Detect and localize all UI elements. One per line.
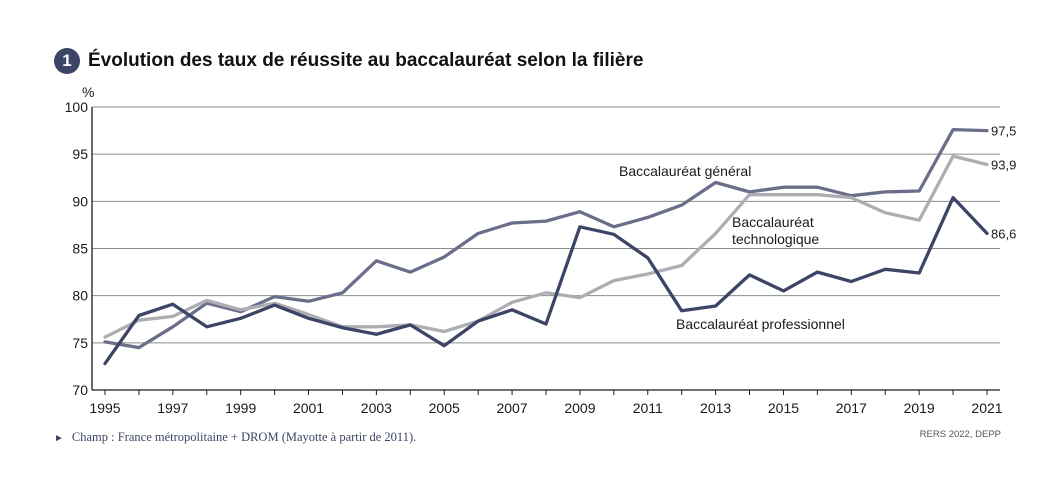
y-tick-label: 80: [72, 288, 88, 304]
x-tick-labels: 1995 1997 1999 2001 2003 2005 2007 2009 2011 2013…: [89, 400, 1002, 416]
x-tick-label: 2015: [768, 400, 799, 416]
x-tick-label: 2017: [836, 400, 867, 416]
end-value-label: 93,9: [991, 158, 1016, 173]
y-tick-labels: 70 75 80 85 90 95 100%: [65, 84, 95, 398]
x-tick-label: 2007: [496, 400, 527, 416]
footnote-text: Champ : France métropolitaine + DROM (Ma…: [71, 430, 417, 444]
series-line-3: [103, 195, 989, 366]
y-tick-label: 95: [72, 146, 88, 162]
y-tick-label: 85: [72, 241, 88, 257]
chart-title: Évolution des taux de réussite au baccal…: [88, 50, 644, 71]
footnote: ► Champ : France métropolitaine + DROM (M…: [54, 430, 416, 445]
x-tick-label: 2003: [361, 400, 392, 416]
figure-number-badge: 1: [54, 48, 80, 74]
series-name-label: Baccalauréat professionnel: [676, 316, 845, 332]
x-tick-label: 2009: [564, 400, 595, 416]
x-tick-label: 2019: [904, 400, 935, 416]
footnote-arrow-icon: ►: [54, 433, 64, 444]
x-tick-label: 2011: [633, 400, 663, 416]
series-line-1: [103, 127, 989, 350]
y-tick-label: 70: [72, 382, 88, 398]
x-tick-label: 1997: [157, 400, 188, 416]
x-tick-label: 2005: [429, 400, 460, 416]
end-value-label: 86,6: [991, 226, 1016, 241]
series-line-2: [103, 154, 989, 339]
axes: [91, 107, 1000, 395]
end-value-label: 97,5: [991, 124, 1016, 139]
series-name-label: technologique: [732, 231, 819, 247]
series-labels: 97,5 93,9 86,6 Baccalauréat général Baccalau…: [619, 124, 1016, 332]
y-tick-label: 75: [72, 335, 88, 351]
chart-title-row: 1 Évolution des taux de réussite au bacc…: [54, 48, 643, 74]
y-tick-label: 100: [65, 99, 89, 115]
x-tick-label: 2013: [700, 400, 731, 416]
x-tick-label: 2021: [971, 400, 1002, 416]
y-axis-unit: %: [82, 84, 94, 100]
source-credit: RERS 2022, DEPP: [919, 429, 1001, 440]
series-lines: [103, 127, 989, 366]
y-tick-label: 90: [72, 193, 88, 209]
x-tick-label: 2001: [293, 400, 324, 416]
series-name-label: Baccalauréat: [732, 214, 814, 230]
x-tick-label: 1999: [225, 400, 256, 416]
gridlines: [92, 106, 1000, 344]
series-name-label: Baccalauréat général: [619, 163, 751, 179]
x-tick-label: 1995: [89, 400, 120, 416]
